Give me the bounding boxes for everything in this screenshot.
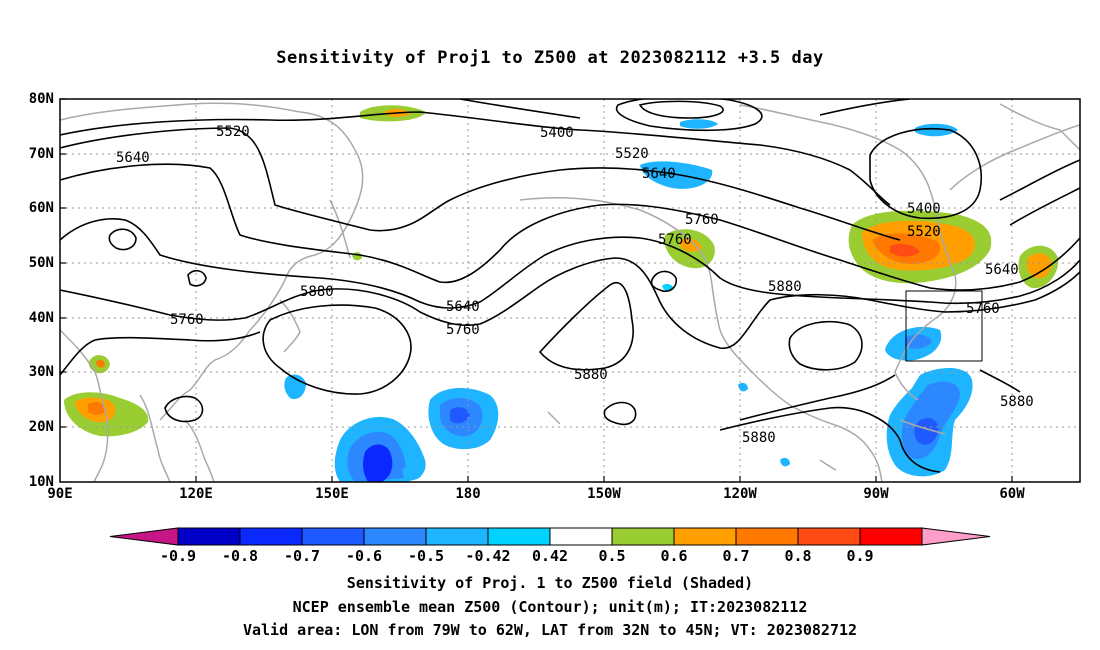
colorbar-swatch [363, 527, 427, 546]
colorbar-swatch [859, 527, 923, 546]
colorbar-tick-label: -0.8 [222, 547, 258, 565]
colorbar-swatch [487, 527, 551, 546]
colorbar-swatch [425, 527, 489, 546]
contour-label-group: 5520 5640 5760 5880 5400 5520 5640 5760 … [116, 124, 1034, 446]
lon-label: 60W [999, 486, 1025, 502]
contour-label: 5640 [985, 262, 1019, 278]
contour-label: 5760 [685, 212, 719, 228]
colorbar-end-right [921, 527, 991, 546]
contour-label: 5640 [116, 150, 150, 166]
contour-label: 5640 [642, 166, 676, 182]
colorbar-swatch [177, 527, 241, 546]
valid-area-box [905, 290, 983, 362]
colorbar-swatch [673, 527, 737, 546]
lat-label: 40N [28, 310, 54, 326]
colorbar-swatch [239, 527, 303, 546]
colorbar-swatch [797, 527, 861, 546]
lat-label: 20N [28, 419, 54, 435]
contour-label: 5880 [742, 430, 776, 446]
colorbar-tick-label: 0.6 [660, 547, 687, 565]
lon-label: 150W [587, 486, 621, 502]
colorbar-swatch [611, 527, 675, 546]
lat-label: 50N [28, 255, 54, 271]
contour-label: 5760 [446, 322, 480, 338]
colorbar-tick-label: -0.42 [465, 547, 510, 565]
colorbar-tick-label: -0.9 [160, 547, 196, 565]
colorbar-tick-label: 0.8 [784, 547, 811, 565]
plot-frame [59, 98, 1081, 483]
colorbar-end-left [109, 527, 179, 546]
footer-line-1: Sensitivity of Proj. 1 to Z500 field (Sh… [346, 574, 754, 592]
colorbar: -0.9 -0.8 -0.7 -0.6 -0.5 -0.42 0.42 0.5 0.6 0.7 0.… [109, 527, 991, 565]
contour-label: 5880 [768, 279, 802, 295]
contour-label: 5760 [170, 312, 204, 328]
contour-label: 5520 [615, 146, 649, 162]
lon-label: 150E [315, 486, 349, 502]
colorbar-tick-label: 0.9 [846, 547, 873, 565]
lat-label: 80N [28, 91, 54, 107]
coastlines [60, 102, 1080, 482]
contour-label: 5880 [1000, 394, 1034, 410]
colorbar-tick-label: -0.5 [408, 547, 444, 565]
lat-label: 30N [28, 364, 54, 380]
contour-label: 5640 [446, 299, 480, 315]
lon-label: 90W [863, 486, 889, 502]
plot-title: Sensitivity of Proj1 to Z500 at 20230821… [276, 48, 824, 68]
lat-label: 60N [28, 200, 54, 216]
contour-label: 5760 [966, 301, 1000, 317]
z500-contours [60, 99, 1080, 473]
colorbar-swatch [735, 527, 799, 546]
contour-label: 5400 [907, 201, 941, 217]
footer-line-3: Valid area: LON from 79W to 62W, LAT fro… [242, 621, 858, 639]
contour-label: 5520 [907, 224, 941, 240]
contour-label: 5880 [574, 367, 608, 383]
tick-marks [60, 98, 1013, 482]
contour-label: 5880 [300, 284, 334, 300]
shaded-sensitivity [64, 105, 1059, 482]
colorbar-tick-label: 0.7 [722, 547, 749, 565]
contour-label: 5760 [658, 232, 692, 248]
lat-label: 70N [28, 146, 54, 162]
colorbar-tick-label: -0.7 [284, 547, 320, 565]
lat-label: 10N [28, 474, 54, 490]
colorbar-tick-label: 0.42 [532, 547, 568, 565]
colorbar-swatch [301, 527, 365, 546]
lon-label: 120E [179, 486, 213, 502]
colorbar-tick-label: -0.6 [346, 547, 382, 565]
contour-label: 5520 [216, 124, 250, 140]
contour-label: 5400 [540, 125, 574, 141]
colorbar-tick-label: 0.5 [598, 547, 625, 565]
lon-label: 180 [455, 486, 481, 502]
colorbar-swatch [549, 527, 613, 546]
lon-label: 120W [723, 486, 757, 502]
lon-label: 90E [47, 486, 73, 502]
footer-line-2: NCEP ensemble mean Z500 (Contour); unit(… [292, 598, 808, 616]
